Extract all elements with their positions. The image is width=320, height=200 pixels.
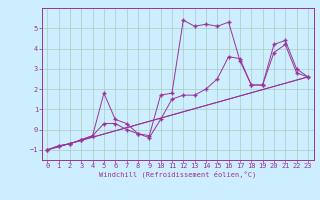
X-axis label: Windchill (Refroidissement éolien,°C): Windchill (Refroidissement éolien,°C) [99,171,256,178]
